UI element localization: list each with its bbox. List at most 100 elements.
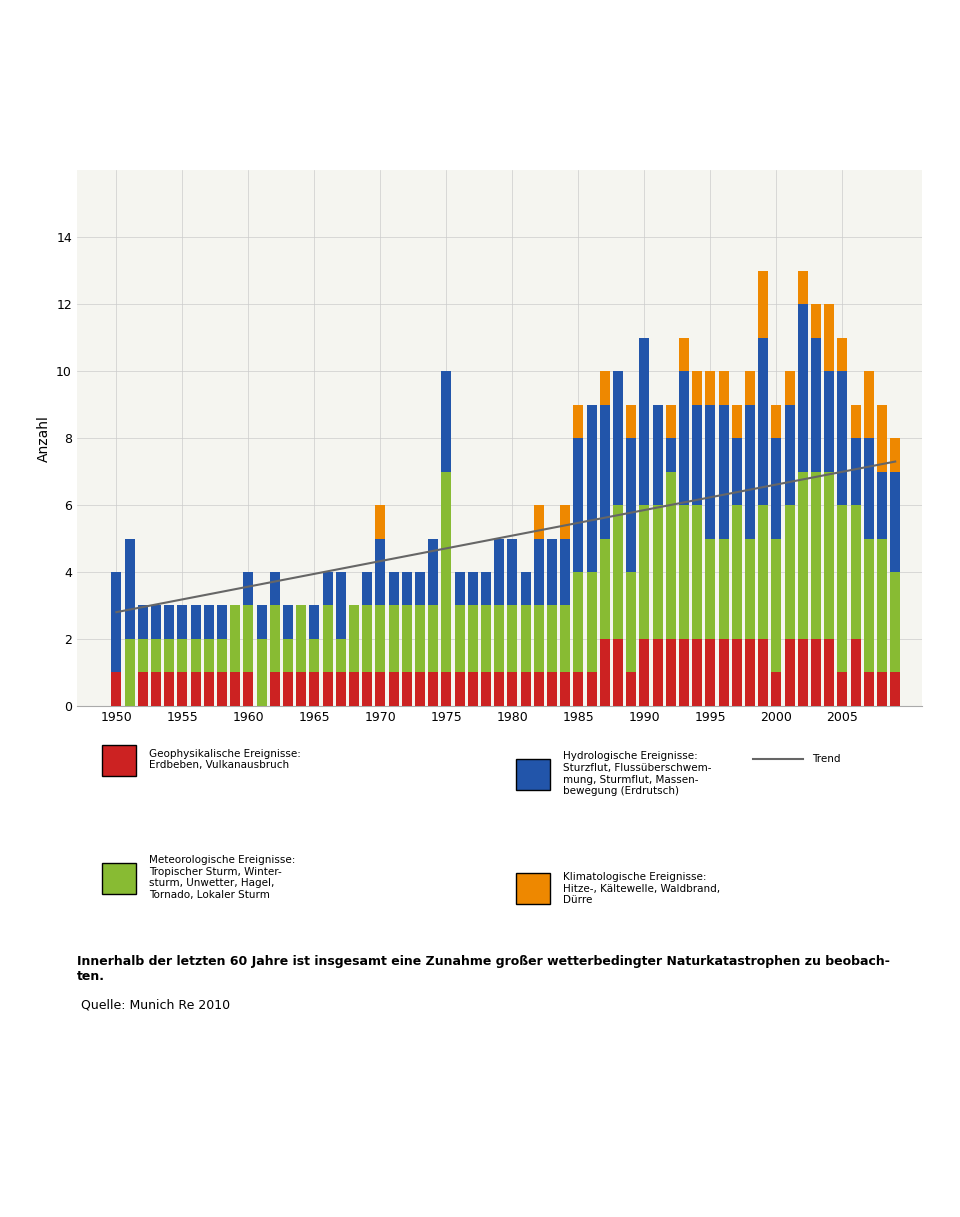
Bar — [217, 672, 227, 706]
Bar — [864, 438, 874, 538]
Bar — [811, 472, 821, 639]
Bar — [837, 672, 848, 706]
Bar — [323, 572, 332, 606]
Bar — [772, 438, 781, 538]
Bar — [732, 405, 742, 438]
Bar — [402, 572, 412, 606]
Bar — [877, 405, 887, 472]
Bar — [758, 639, 768, 706]
Bar — [851, 639, 860, 706]
Bar — [455, 672, 465, 706]
Bar — [204, 672, 214, 706]
Bar — [573, 438, 584, 572]
Bar — [217, 639, 227, 672]
Bar — [666, 405, 676, 438]
Bar — [732, 505, 742, 639]
Bar — [798, 472, 807, 639]
Bar — [402, 606, 412, 672]
Bar — [679, 505, 689, 639]
Bar — [164, 672, 174, 706]
Bar — [877, 472, 887, 538]
Bar — [402, 672, 412, 706]
Bar — [375, 606, 385, 672]
Bar — [587, 572, 596, 672]
Bar — [825, 371, 834, 472]
Bar — [626, 438, 636, 572]
Bar — [758, 271, 768, 338]
Bar — [481, 572, 491, 606]
Bar — [191, 672, 201, 706]
Bar — [428, 606, 438, 672]
Bar — [256, 639, 267, 706]
Bar — [798, 304, 807, 472]
Bar — [758, 338, 768, 505]
Bar — [244, 606, 253, 672]
Bar — [600, 371, 610, 405]
Bar — [111, 572, 121, 672]
Bar — [561, 672, 570, 706]
Bar — [745, 639, 755, 706]
Bar — [520, 572, 531, 606]
Bar — [230, 606, 240, 672]
Bar — [428, 672, 438, 706]
Bar — [283, 639, 293, 672]
Bar — [520, 606, 531, 672]
Bar — [297, 672, 306, 706]
Bar — [600, 404, 610, 538]
Bar — [613, 371, 623, 505]
Y-axis label: Anzahl: Anzahl — [36, 415, 51, 461]
Bar — [772, 538, 781, 672]
Bar — [336, 639, 346, 672]
Bar — [745, 538, 755, 639]
Bar — [547, 538, 557, 606]
Bar — [626, 405, 636, 438]
FancyBboxPatch shape — [516, 759, 550, 791]
Bar — [375, 505, 385, 538]
Bar — [573, 572, 584, 672]
Bar — [811, 639, 821, 706]
FancyBboxPatch shape — [102, 745, 136, 776]
Bar — [784, 639, 795, 706]
Bar — [442, 472, 451, 672]
Bar — [349, 672, 359, 706]
Bar — [798, 639, 807, 706]
Bar — [389, 606, 398, 672]
Bar — [389, 572, 398, 606]
Bar — [851, 438, 860, 505]
Bar — [389, 672, 398, 706]
Bar — [825, 639, 834, 706]
Bar — [151, 606, 161, 639]
Bar — [772, 672, 781, 706]
Bar — [758, 505, 768, 639]
Bar — [666, 639, 676, 706]
Bar — [877, 538, 887, 672]
Bar — [336, 572, 346, 639]
Bar — [784, 405, 795, 505]
Bar — [309, 606, 320, 639]
Bar — [811, 338, 821, 472]
Bar — [745, 404, 755, 538]
Bar — [415, 606, 425, 672]
Bar — [151, 672, 161, 706]
Bar — [270, 572, 279, 606]
Bar — [653, 405, 662, 505]
Bar — [864, 371, 874, 438]
Bar — [468, 572, 478, 606]
Bar — [825, 472, 834, 639]
Bar — [745, 371, 755, 405]
Bar — [613, 639, 623, 706]
Bar — [494, 606, 504, 672]
Bar — [639, 338, 649, 505]
Bar — [772, 405, 781, 438]
Bar — [244, 672, 253, 706]
Bar — [719, 404, 729, 538]
Bar — [732, 438, 742, 505]
Bar — [164, 606, 174, 639]
Bar — [283, 672, 293, 706]
Bar — [719, 538, 729, 639]
Bar — [706, 639, 715, 706]
Bar — [666, 472, 676, 639]
Bar — [520, 672, 531, 706]
Bar — [534, 672, 543, 706]
Bar — [442, 371, 451, 472]
